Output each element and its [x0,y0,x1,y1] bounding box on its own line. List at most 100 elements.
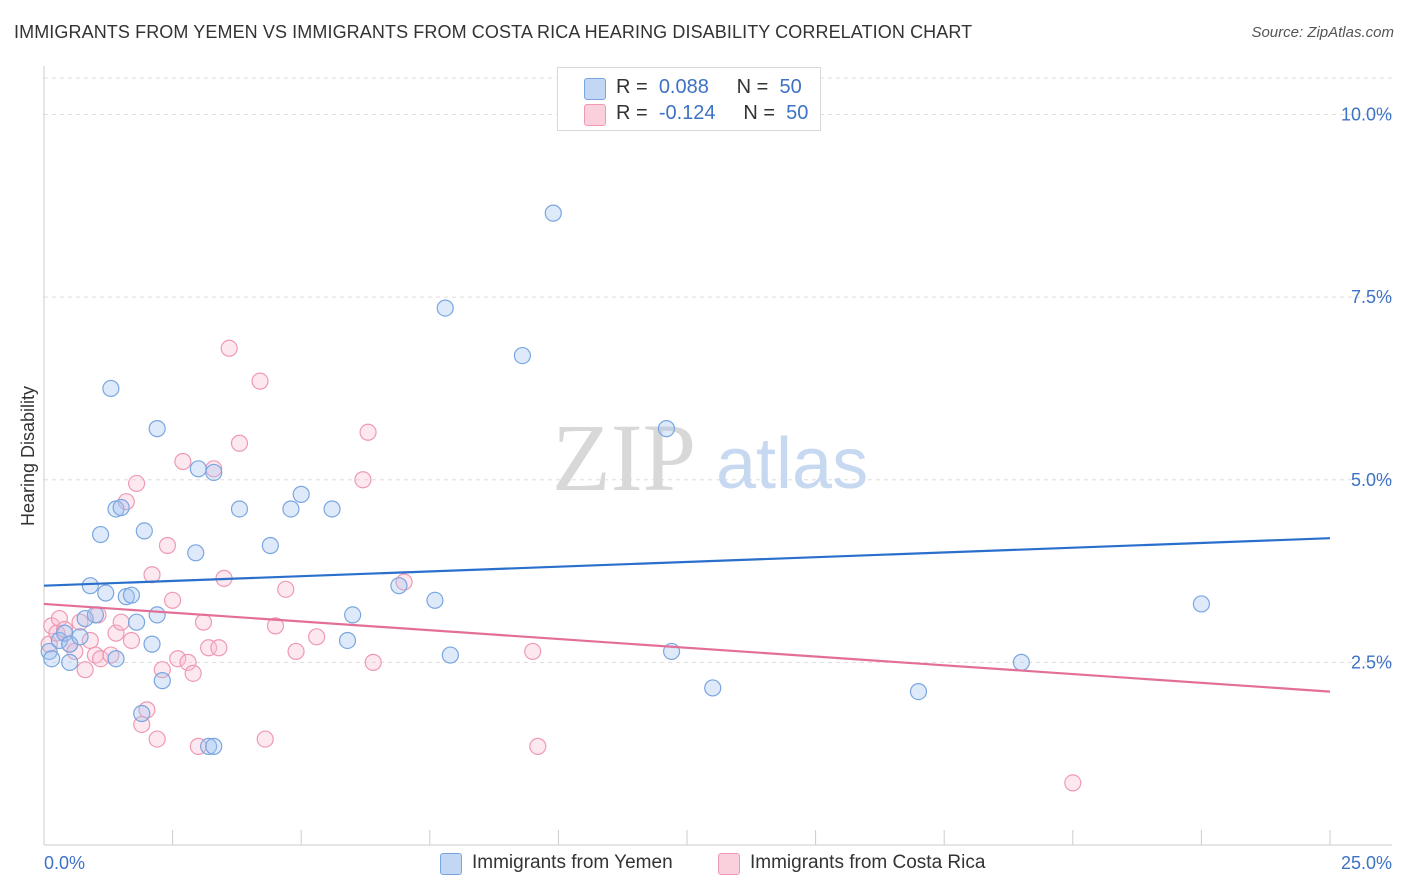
costa-rica-points [40,339,1082,792]
yemen-point [107,650,125,668]
yemen-point [76,609,94,628]
x-tick-label-min: 0.0% [44,853,85,873]
yemen-point [544,204,562,222]
yemen-trend-line [43,537,1331,587]
costa-rica-point [287,642,305,661]
yemen-point [153,672,171,690]
bottom-legend-swatch-costa-rica [718,853,740,875]
n-value-yemen: 50 [779,76,802,98]
y-tick-label: 7.5% [1351,287,1392,307]
yemen-point [86,606,105,624]
costa-rica-point [364,653,382,671]
yemen-point [43,650,61,668]
r-value-yemen: 0.088 [658,76,709,98]
legend-text-costa-rica: R = -0.124 N = 50 [616,102,808,125]
yemen-point [205,737,223,755]
legend-swatch-yemen [584,78,606,100]
yemen-point [71,628,89,646]
r-value-costa-rica: -0.124 [658,102,716,124]
costa-rica-point [112,613,130,631]
yemen-point [81,577,99,595]
yemen-point [513,346,531,365]
costa-rica-point [529,737,547,755]
bottom-legend-yemen: Immigrants from Yemen [440,851,700,877]
n-value-costa-rica: 50 [786,102,809,124]
costa-rica-trend-line [43,602,1331,693]
n-label: N = [743,102,776,124]
y-tick-label: 10.0% [1341,105,1392,125]
r-label: R = [616,102,648,124]
yemen-point [205,463,223,482]
watermark-zip: ZIP [552,404,696,511]
bottom-legend-swatch-yemen [440,853,462,875]
bottom-legend-costa-rica: Immigrants from Costa Rica [718,851,1018,877]
yemen-point [436,299,454,317]
costa-rica-point [184,664,202,682]
watermark-atlas: atlas [716,424,868,504]
yemen-point [282,500,300,518]
yemen-point [909,682,928,701]
costa-rica-point [148,730,166,748]
source-label: Source: ZipAtlas.com [1251,24,1394,41]
yemen-point [143,635,161,653]
costa-rica-point [354,471,372,489]
yemen-point [97,584,115,602]
costa-rica-point [179,653,197,671]
yemen-point [61,653,79,671]
yemen-point [187,544,205,562]
chart-title: IMMIGRANTS FROM YEMEN VS IMMIGRANTS FROM… [14,22,973,42]
r-label: R = [616,76,648,98]
costa-rica-point [107,624,125,642]
bottom-legend-label-yemen: Immigrants from Yemen [472,852,673,873]
yemen-point [135,522,153,540]
costa-rica-point [122,631,141,650]
yemen-point [441,646,459,664]
costa-rica-point [256,730,274,748]
yemen-point [323,500,341,518]
yemen-point [426,591,444,609]
yemen-point [261,536,279,555]
y-axis-title: Hearing Disability [18,386,38,526]
yemen-point [657,420,676,438]
y-tick-label: 5.0% [1351,470,1392,490]
yemen-point [344,606,362,624]
grid-lines [44,77,1392,663]
yemen-point [148,606,166,624]
axes [43,66,1392,846]
yemen-point [127,613,146,631]
trend-lines [43,537,1331,693]
x-tick-label-max: 25.0% [1341,853,1392,873]
costa-rica-point [158,536,177,555]
yemen-point [1192,595,1211,613]
costa-rica-point [220,339,238,357]
yemen-point [112,498,130,517]
yemen-point [390,577,408,595]
y-tick-label: 2.5% [1351,652,1392,672]
yemen-point [102,379,120,398]
legend-text-yemen: R = 0.088 N = 50 [616,76,802,99]
costa-rica-point [174,452,192,471]
yemen-point [122,586,141,604]
costa-rica-point [210,639,228,657]
costa-rica-point [359,423,377,441]
costa-rica-point [230,434,249,452]
costa-rica-point [266,617,285,635]
correlation-legend: R = 0.088 N = 50 R = -0.124 N = 50 [557,67,821,131]
yemen-point [200,737,218,755]
costa-rica-point [76,661,94,679]
n-label: N = [736,76,769,98]
costa-rica-point [251,372,269,390]
costa-rica-point [194,613,213,631]
costa-rica-point [308,628,326,646]
costa-rica-point [524,642,542,661]
legend-swatch-costa-rica [584,104,606,126]
yemen-point [230,500,249,518]
costa-rica-point [277,580,295,598]
yemen-point [292,485,310,503]
yemen-point [91,525,110,544]
yemen-point [1012,653,1030,671]
yemen-points [40,204,1211,755]
yemen-point [189,460,207,478]
costa-rica-point [127,474,146,493]
